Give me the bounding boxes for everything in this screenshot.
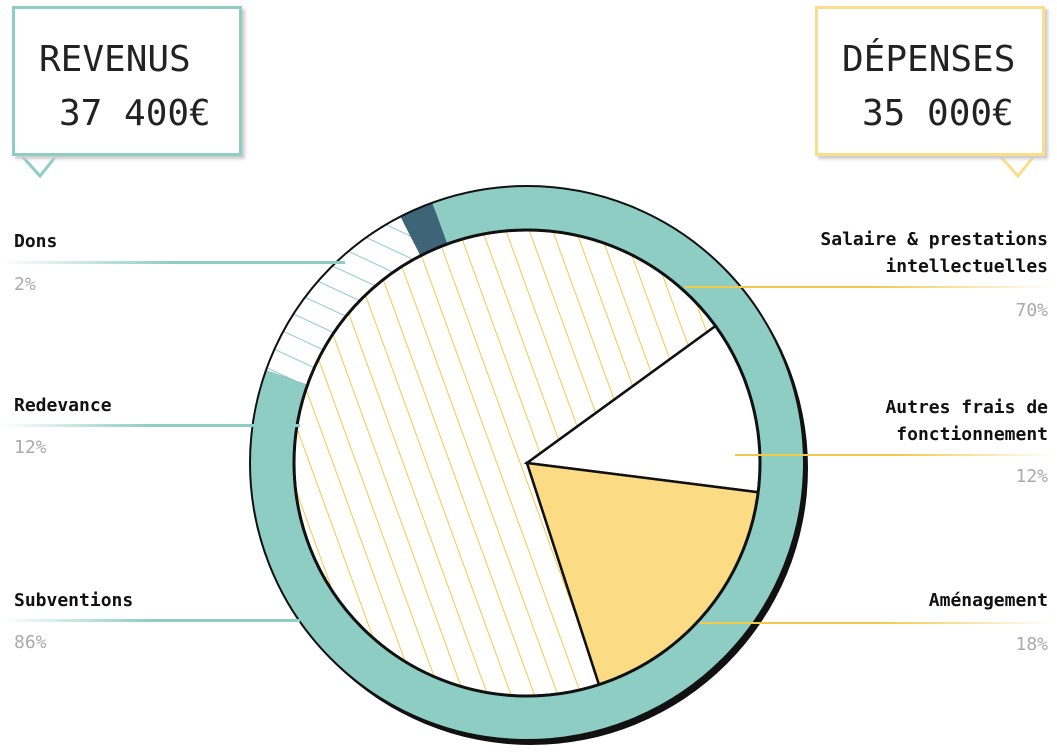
box-title: DÉPENSES [842,39,1016,80]
category-label: Aménagement [928,590,1048,611]
box-total: 35 000€ [862,93,1014,134]
box-title: REVENUS [39,39,191,80]
expense-box: DÉPENSES 35 000€ [815,6,1045,156]
value-label: 12% [14,437,47,458]
callout-tail [998,154,1036,179]
slice [400,202,448,256]
leader-line [735,454,1057,456]
expense-pie [292,228,762,698]
category-label: Autres frais de fonctionnement [885,397,1048,445]
category-label: Dons [14,231,58,252]
category-label: Salaire & prestations intellectuelles [820,229,1048,277]
box-total: 37 400€ [59,93,211,134]
leader-line [685,286,1057,288]
value-label: 86% [14,632,47,653]
leader-line [700,622,1057,624]
value-label: 12% [1015,466,1048,487]
leader-line [0,261,345,264]
outline [292,228,762,698]
outline [249,185,805,741]
revenue-box: REVENUS 37 400€ [12,6,242,156]
value-label: 70% [1015,300,1048,321]
value-label: 2% [14,274,36,295]
leader-line [0,424,300,427]
slice [266,216,421,385]
value-label: 18% [1015,634,1048,655]
leader-line [0,619,300,622]
callout-tail [20,154,58,179]
category-label: Redevance [14,395,112,416]
category-label: Subventions [14,590,134,611]
